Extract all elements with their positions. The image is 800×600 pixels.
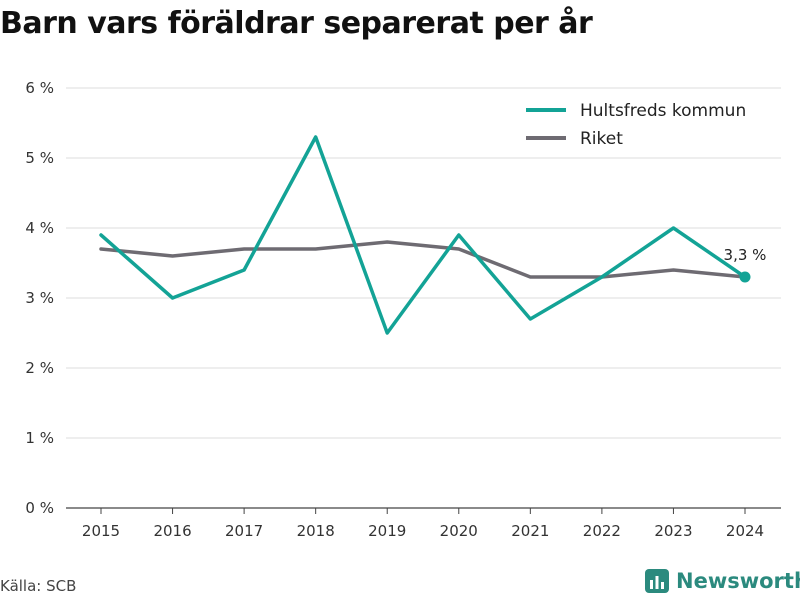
- y-tick-label: 5 %: [25, 149, 54, 167]
- brand-name: Newsworthy: [676, 569, 800, 593]
- legend: Hultsfreds kommun Riket: [526, 101, 746, 149]
- y-tick-label: 0 %: [25, 499, 54, 517]
- x-tick-label: 2019: [368, 522, 406, 540]
- x-tick-label: 2020: [440, 522, 478, 540]
- x-tick-label: 2016: [153, 522, 191, 540]
- gridlines: [66, 87, 781, 509]
- annotations: 3,3 %: [724, 246, 767, 283]
- x-tick-label: 2023: [654, 522, 692, 540]
- x-tick-label: 2022: [583, 522, 621, 540]
- brand-logo: Newsworthy: [644, 568, 800, 594]
- x-tick-label: 2021: [511, 522, 549, 540]
- x-tick-label: 2024: [726, 522, 764, 540]
- y-tick-label: 6 %: [25, 79, 54, 97]
- x-tick-label: 2015: [82, 522, 120, 540]
- chart-title: Barn vars föräldrar separerat per år: [0, 6, 593, 41]
- y-tick-label: 2 %: [25, 359, 54, 377]
- y-tick-label: 1 %: [25, 429, 54, 447]
- last-value-point: [739, 271, 751, 283]
- y-tick-label: 4 %: [25, 219, 54, 237]
- series-lines: [99, 135, 747, 335]
- series-line-0: [99, 135, 747, 335]
- x-axis-ticks: 2015 2016 2017 2018 2019 2020 2021 2022 2023 2024: [82, 508, 764, 540]
- legend-label-0: Hultsfreds kommun: [580, 101, 746, 121]
- last-value-label: 3,3 %: [724, 246, 767, 264]
- legend-label-1: Riket: [580, 129, 623, 149]
- x-tick-label: 2018: [297, 522, 335, 540]
- series-line-1: [99, 240, 747, 279]
- y-axis-ticks: 0 % 1 % 2 % 3 % 4 % 5 % 6 %: [25, 79, 54, 517]
- y-tick-label: 3 %: [25, 289, 54, 307]
- x-tick-label: 2017: [225, 522, 263, 540]
- source-note: Källa: SCB: [0, 577, 77, 595]
- newsworthy-logo-icon: [645, 569, 669, 593]
